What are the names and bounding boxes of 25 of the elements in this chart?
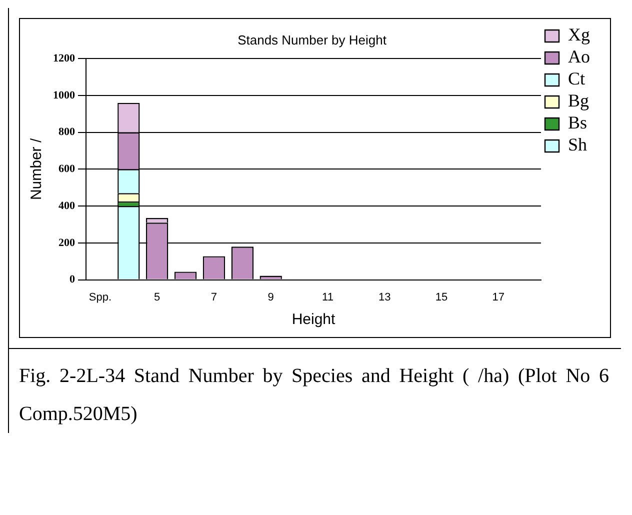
y-axis-title: Number / [28, 138, 46, 200]
x-tick-label: 17 [492, 291, 504, 304]
legend-label: Bs [568, 112, 588, 133]
y-tick-label: 600 [58, 163, 76, 176]
x-tick-label: 5 [154, 291, 160, 304]
x-tick-label: 15 [435, 291, 448, 304]
legend-label: Xg [568, 24, 590, 45]
x-tick-label: 9 [268, 291, 274, 304]
legend-label: Bg [568, 90, 590, 111]
x-tick-label: 7 [210, 291, 218, 304]
x-axis-title: Height [292, 311, 336, 328]
y-tick-label: 400 [58, 200, 76, 212]
y-tick-label: 800 [58, 126, 76, 138]
x-tick-label: 11 [322, 291, 334, 304]
y-tick-label: 1200 [53, 52, 76, 64]
legend-label: Sh [568, 134, 588, 155]
legend-label: Ao [568, 46, 590, 67]
y-tick-label: 200 [58, 236, 76, 249]
x-tick-label: Spp. [88, 291, 112, 304]
legend-label: Ct [568, 68, 586, 89]
y-tick-label: 0 [70, 274, 76, 286]
x-tick-label: 13 [378, 291, 391, 304]
caption: Fig. 2-2L-34 Stand Number by Species and Height ( /ha) (Plot No 6 Comp.520M5) [18, 364, 610, 427]
y-tick-label: 1000 [53, 89, 76, 102]
chart-title: Stands Number by Height [238, 32, 387, 48]
